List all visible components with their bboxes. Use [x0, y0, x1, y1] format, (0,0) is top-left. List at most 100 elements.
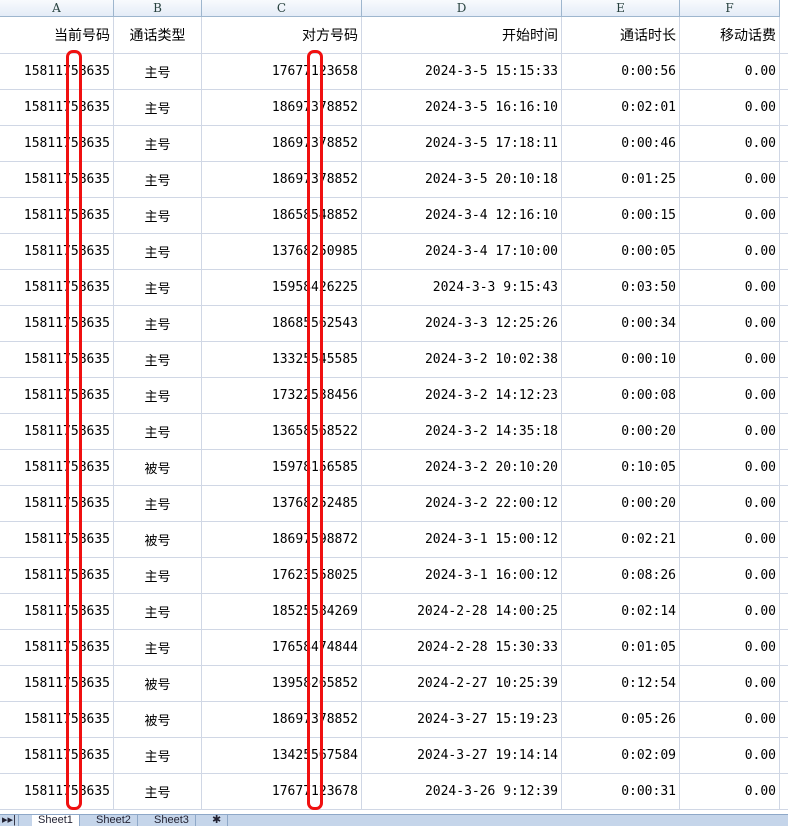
header-cell[interactable]: 对方号码 [202, 17, 362, 53]
table-cell[interactable]: 0:08:26 [562, 558, 680, 593]
table-cell[interactable]: 2024-3-2 22:00:12 [362, 486, 562, 521]
table-cell[interactable]: 主号 [114, 306, 202, 341]
table-cell[interactable]: 2024-3-2 14:12:23 [362, 378, 562, 413]
table-cell[interactable]: 2024-3-5 20:10:18 [362, 162, 562, 197]
table-cell[interactable]: 2024-2-27 10:25:39 [362, 666, 562, 701]
table-cell[interactable]: 主号 [114, 162, 202, 197]
table-cell[interactable]: 主号 [114, 54, 202, 89]
table-cell[interactable]: 0.00 [680, 630, 780, 665]
table-cell[interactable]: 被号 [114, 666, 202, 701]
table-cell[interactable]: 0.00 [680, 450, 780, 485]
table-cell[interactable]: 2024-3-26 9:12:39 [362, 774, 562, 809]
table-cell[interactable]: 15811758635 [0, 270, 114, 305]
table-cell[interactable]: 15811758635 [0, 594, 114, 629]
header-cell[interactable]: 通话时长 [562, 17, 680, 53]
table-cell[interactable]: 0.00 [680, 558, 780, 593]
table-cell[interactable]: 15811758635 [0, 342, 114, 377]
tab-sheet3[interactable]: Sheet3 [148, 815, 196, 826]
table-cell[interactable]: 0.00 [680, 702, 780, 737]
table-cell[interactable]: 13325545585 [202, 342, 362, 377]
table-cell[interactable]: 15811758635 [0, 306, 114, 341]
table-cell[interactable]: 0:00:05 [562, 234, 680, 269]
table-cell[interactable]: 0:00:15 [562, 198, 680, 233]
table-cell[interactable]: 2024-3-2 14:35:18 [362, 414, 562, 449]
table-cell[interactable]: 18658548852 [202, 198, 362, 233]
table-cell[interactable]: 主号 [114, 630, 202, 665]
table-cell[interactable]: 0.00 [680, 414, 780, 449]
table-cell[interactable]: 15811758635 [0, 126, 114, 161]
header-cell[interactable]: 通话类型 [114, 17, 202, 53]
table-cell[interactable]: 2024-3-27 19:14:14 [362, 738, 562, 773]
table-cell[interactable]: 主号 [114, 378, 202, 413]
table-cell[interactable]: 0.00 [680, 234, 780, 269]
table-cell[interactable]: 2024-3-4 12:16:10 [362, 198, 562, 233]
table-cell[interactable]: 18697378852 [202, 90, 362, 125]
table-cell[interactable]: 0:00:08 [562, 378, 680, 413]
table-cell[interactable]: 0:00:56 [562, 54, 680, 89]
table-cell[interactable]: 0.00 [680, 54, 780, 89]
table-cell[interactable]: 15811758635 [0, 414, 114, 449]
table-cell[interactable]: 主号 [114, 90, 202, 125]
column-header-c[interactable]: C [202, 0, 362, 17]
table-cell[interactable]: 15811758635 [0, 450, 114, 485]
table-cell[interactable]: 0:00:20 [562, 486, 680, 521]
header-cell[interactable]: 开始时间 [362, 17, 562, 53]
column-header-b[interactable]: B [114, 0, 202, 17]
table-cell[interactable]: 0:03:50 [562, 270, 680, 305]
header-cell[interactable]: 当前号码 [0, 17, 114, 53]
table-cell[interactable]: 15811758635 [0, 702, 114, 737]
table-cell[interactable]: 15811758635 [0, 738, 114, 773]
table-cell[interactable]: 17322538456 [202, 378, 362, 413]
table-cell[interactable]: 2024-2-28 14:00:25 [362, 594, 562, 629]
table-cell[interactable]: 被号 [114, 702, 202, 737]
table-cell[interactable]: 15811758635 [0, 234, 114, 269]
table-cell[interactable]: 17623558025 [202, 558, 362, 593]
table-cell[interactable]: 18685562543 [202, 306, 362, 341]
table-cell[interactable]: 主号 [114, 270, 202, 305]
table-cell[interactable]: 15811758635 [0, 378, 114, 413]
table-cell[interactable]: 2024-3-2 20:10:20 [362, 450, 562, 485]
table-cell[interactable]: 15811758635 [0, 54, 114, 89]
column-header-f[interactable]: F [680, 0, 780, 17]
tab-sheet1[interactable]: Sheet1 [32, 815, 80, 826]
table-cell[interactable]: 0:10:05 [562, 450, 680, 485]
table-cell[interactable]: 0.00 [680, 342, 780, 377]
table-cell[interactable]: 被号 [114, 522, 202, 557]
table-cell[interactable]: 18697598872 [202, 522, 362, 557]
table-cell[interactable]: 0.00 [680, 594, 780, 629]
table-cell[interactable]: 主号 [114, 594, 202, 629]
table-cell[interactable]: 0.00 [680, 198, 780, 233]
table-cell[interactable]: 15811758635 [0, 486, 114, 521]
table-cell[interactable]: 18697378852 [202, 702, 362, 737]
table-cell[interactable]: 0.00 [680, 126, 780, 161]
table-cell[interactable]: 主号 [114, 738, 202, 773]
table-cell[interactable]: 0:02:09 [562, 738, 680, 773]
table-cell[interactable]: 15811758635 [0, 198, 114, 233]
table-cell[interactable]: 13958265852 [202, 666, 362, 701]
table-cell[interactable]: 0.00 [680, 666, 780, 701]
table-cell[interactable]: 15811758635 [0, 162, 114, 197]
table-cell[interactable]: 0:02:01 [562, 90, 680, 125]
table-cell[interactable]: 0:12:54 [562, 666, 680, 701]
table-cell[interactable]: 0.00 [680, 378, 780, 413]
table-cell[interactable]: 0:00:10 [562, 342, 680, 377]
table-cell[interactable]: 15811758635 [0, 522, 114, 557]
table-cell[interactable]: 主号 [114, 234, 202, 269]
header-cell[interactable]: 移动话费 [680, 17, 780, 53]
table-cell[interactable]: 主号 [114, 198, 202, 233]
table-cell[interactable]: 17677123678 [202, 774, 362, 809]
table-cell[interactable]: 0.00 [680, 270, 780, 305]
table-cell[interactable]: 0.00 [680, 306, 780, 341]
table-cell[interactable]: 15811758635 [0, 774, 114, 809]
table-cell[interactable]: 2024-3-27 15:19:23 [362, 702, 562, 737]
table-cell[interactable]: 0:01:05 [562, 630, 680, 665]
table-cell[interactable]: 主号 [114, 774, 202, 809]
table-cell[interactable]: 13768252485 [202, 486, 362, 521]
column-header-d[interactable]: D [362, 0, 562, 17]
table-cell[interactable]: 0.00 [680, 486, 780, 521]
table-cell[interactable]: 0.00 [680, 738, 780, 773]
column-header-a[interactable]: A [0, 0, 114, 17]
table-cell[interactable]: 0:02:21 [562, 522, 680, 557]
table-cell[interactable]: 被号 [114, 450, 202, 485]
table-cell[interactable]: 15811758635 [0, 630, 114, 665]
